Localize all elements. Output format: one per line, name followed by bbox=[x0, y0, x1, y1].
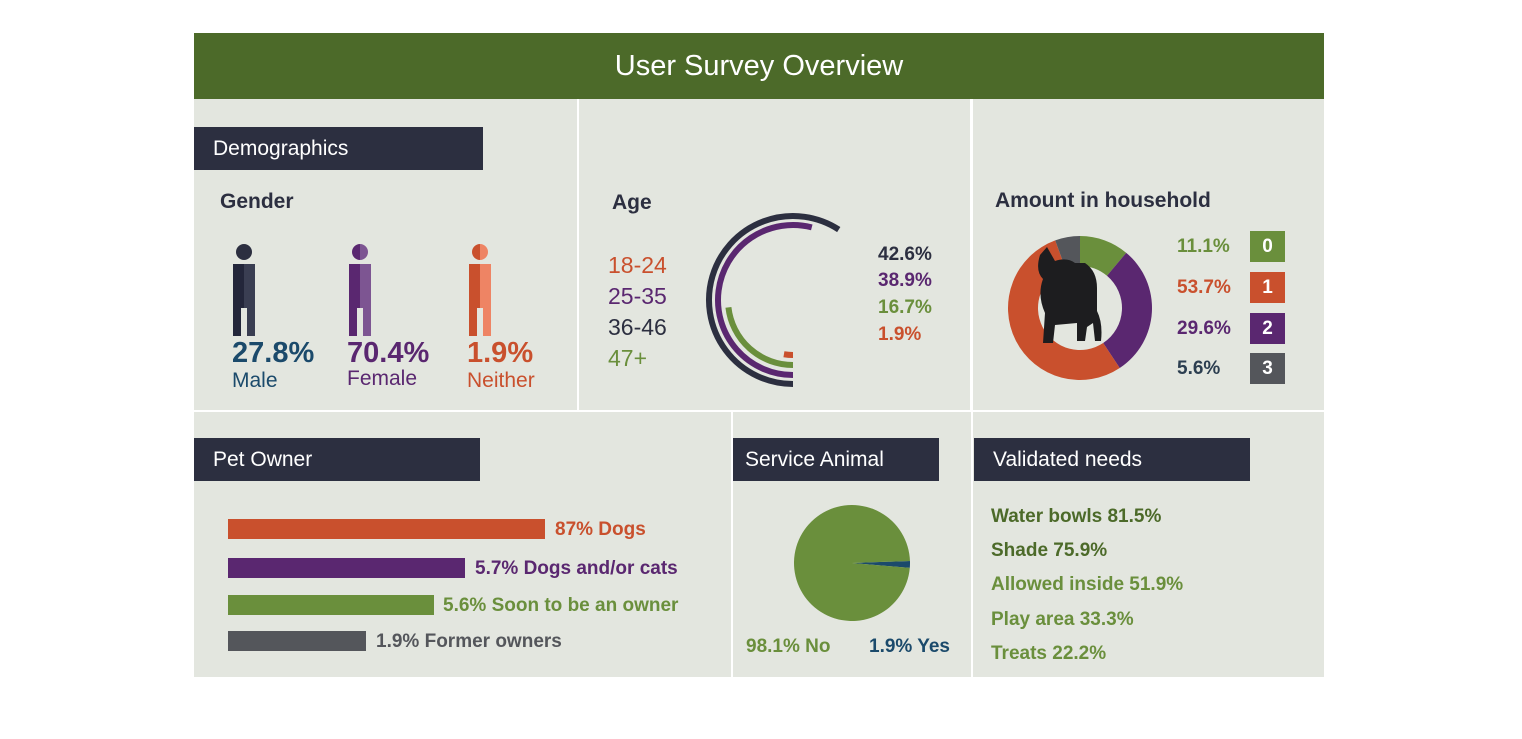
household-donut-chart bbox=[1008, 236, 1152, 380]
household-slice-2 bbox=[1103, 252, 1152, 369]
household-key-1: 1 bbox=[1250, 272, 1285, 303]
demographics-header: Demographics bbox=[194, 127, 483, 170]
label-dogs: 87% Dogs bbox=[555, 519, 646, 540]
household-pct-2: 29.6% bbox=[1177, 318, 1231, 339]
service-animal-header: Service Animal bbox=[733, 438, 939, 481]
need-shade: Shade 75.9% bbox=[991, 540, 1108, 561]
bar-soon-owner bbox=[228, 595, 434, 615]
household-title: Amount in household bbox=[995, 189, 1211, 212]
household-slice-0 bbox=[1080, 236, 1127, 276]
age-title: Age bbox=[612, 191, 652, 214]
female-pct: 70.4% bbox=[347, 337, 430, 369]
household-slice-1 bbox=[1008, 240, 1120, 380]
validated-needs-header: Validated needs bbox=[974, 438, 1250, 481]
need-allowed-inside: Allowed inside 51.9% bbox=[991, 574, 1184, 595]
service-slice-yes bbox=[852, 560, 910, 568]
label-dogs-cats: 5.7% Dogs and/or cats bbox=[475, 558, 678, 579]
female-figure-icon bbox=[348, 244, 372, 336]
age-pct-47plus: 16.7% bbox=[878, 297, 932, 318]
bar-dogs bbox=[228, 519, 545, 539]
service-slice-no bbox=[794, 504, 910, 621]
service-no-label: 98.1% No bbox=[746, 636, 831, 657]
male-label: Male bbox=[232, 369, 278, 392]
household-slice-3 bbox=[1055, 236, 1080, 269]
age-group-18-24: 18-24 bbox=[608, 252, 667, 278]
age-arc-47+ bbox=[725, 306, 794, 368]
male-figure-icon bbox=[232, 244, 256, 336]
age-panel bbox=[579, 99, 970, 410]
age-arc-18-24 bbox=[783, 351, 794, 358]
male-pct: 27.8% bbox=[232, 337, 315, 369]
neither-label: Neither bbox=[467, 369, 535, 392]
household-key-2: 2 bbox=[1250, 313, 1285, 344]
need-water-bowls: Water bowls 81.5% bbox=[991, 506, 1162, 527]
age-pct-18-24: 1.9% bbox=[878, 324, 922, 345]
female-label: Female bbox=[347, 367, 418, 390]
gender-title: Gender bbox=[220, 190, 294, 213]
bar-dogs-cats bbox=[228, 558, 465, 578]
age-arc-25-35 bbox=[715, 222, 813, 378]
household-pct-3: 5.6% bbox=[1177, 358, 1221, 379]
need-treats: Treats 22.2% bbox=[991, 643, 1107, 664]
dog-silhouette-icon bbox=[1038, 247, 1102, 343]
need-play-area: Play area 33.3% bbox=[991, 609, 1134, 630]
age-arc-36-46 bbox=[706, 213, 841, 387]
neither-figure-icon bbox=[468, 244, 492, 336]
household-key-3: 3 bbox=[1250, 353, 1285, 384]
pet-owner-header: Pet Owner bbox=[194, 438, 480, 481]
age-group-25-35: 25-35 bbox=[608, 283, 667, 309]
age-group-47plus: 47+ bbox=[608, 345, 648, 371]
household-key-0: 0 bbox=[1250, 231, 1285, 262]
service-yes-label: 1.9% Yes bbox=[869, 636, 951, 657]
age-radial-chart bbox=[706, 213, 841, 387]
household-pct-0: 11.1% bbox=[1177, 236, 1230, 257]
age-pct-25-35: 38.9% bbox=[878, 270, 932, 291]
label-soon-owner: 5.6% Soon to be an owner bbox=[443, 595, 679, 616]
service-animal-pie-chart bbox=[794, 504, 910, 621]
age-pct-36-46: 42.6% bbox=[878, 244, 932, 265]
bar-former-owners bbox=[228, 631, 366, 651]
household-pct-1: 53.7% bbox=[1177, 277, 1231, 298]
page-title: User Survey Overview bbox=[194, 33, 1324, 99]
label-former-owners: 1.9% Former owners bbox=[376, 631, 562, 652]
age-group-36-46: 36-46 bbox=[608, 314, 667, 340]
neither-pct: 1.9% bbox=[467, 337, 534, 369]
